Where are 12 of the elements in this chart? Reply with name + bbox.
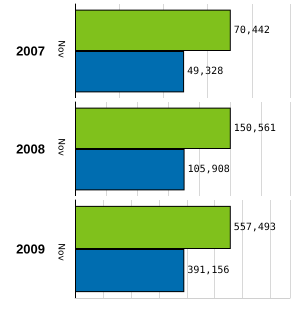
- y-axis-title: Nov: [56, 243, 66, 262]
- data-label: 391,156: [187, 265, 230, 276]
- data-label: 70,442: [234, 24, 270, 36]
- data-label: 557,493: [234, 222, 276, 233]
- data-label: 49,328: [187, 66, 224, 78]
- y-axis-title: Nov: [56, 138, 66, 156]
- y-tick-label: 2007: [16, 44, 45, 58]
- y-tick-label: 2008: [16, 142, 45, 156]
- y-tick-label: 2009: [16, 242, 45, 256]
- data-label: 105,908: [188, 164, 230, 176]
- y-axis-title: Nov: [56, 40, 66, 58]
- data-label: 150,561: [234, 122, 276, 134]
